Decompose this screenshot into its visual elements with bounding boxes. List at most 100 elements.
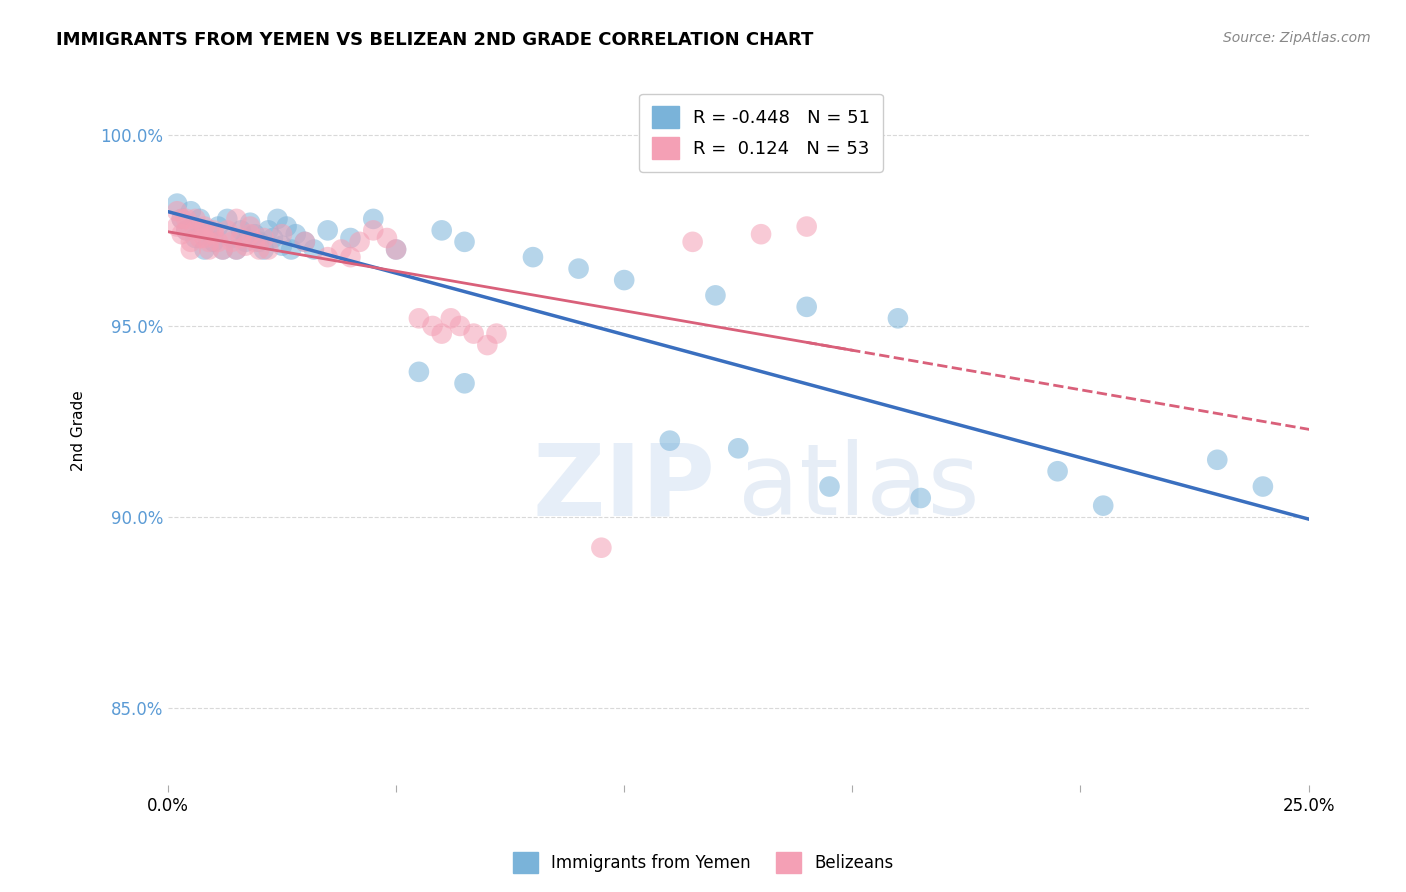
Point	[193, 231, 215, 245]
Point	[361, 211, 384, 226]
Point	[221, 235, 243, 249]
Point	[180, 235, 202, 249]
Point	[276, 219, 298, 234]
Point	[202, 227, 225, 242]
Point	[217, 223, 239, 237]
Point	[749, 227, 772, 242]
Point	[704, 288, 727, 302]
Point	[211, 243, 233, 257]
Point	[198, 243, 221, 257]
Point	[239, 227, 262, 242]
Point	[188, 231, 211, 245]
Legend: R = -0.448   N = 51, R =  0.124   N = 53: R = -0.448 N = 51, R = 0.124 N = 53	[640, 94, 883, 172]
Point	[202, 223, 225, 237]
Point	[184, 231, 207, 245]
Point	[166, 196, 188, 211]
Point	[477, 338, 499, 352]
Point	[375, 231, 398, 245]
Point	[166, 204, 188, 219]
Text: IMMIGRANTS FROM YEMEN VS BELIZEAN 2ND GRADE CORRELATION CHART: IMMIGRANTS FROM YEMEN VS BELIZEAN 2ND GR…	[56, 31, 814, 49]
Point	[217, 211, 239, 226]
Point	[188, 211, 211, 226]
Point	[682, 235, 704, 249]
Point	[453, 235, 475, 249]
Point	[591, 541, 613, 555]
Point	[266, 211, 288, 226]
Point	[198, 235, 221, 249]
Point	[613, 273, 636, 287]
Point	[385, 243, 408, 257]
Point	[170, 227, 193, 242]
Point	[198, 223, 221, 237]
Point	[349, 235, 371, 249]
Point	[257, 223, 280, 237]
Point	[339, 250, 361, 264]
Point	[280, 243, 302, 257]
Point	[211, 243, 233, 257]
Point	[887, 311, 910, 326]
Point	[253, 231, 276, 245]
Point	[243, 227, 266, 242]
Point	[1092, 499, 1115, 513]
Point	[184, 223, 207, 237]
Point	[235, 238, 257, 252]
Point	[235, 235, 257, 249]
Point	[193, 243, 215, 257]
Point	[294, 235, 316, 249]
Point	[225, 243, 247, 257]
Point	[316, 223, 339, 237]
Point	[247, 243, 270, 257]
Point	[1206, 452, 1229, 467]
Point	[408, 365, 430, 379]
Point	[225, 211, 247, 226]
Point	[818, 479, 841, 493]
Point	[440, 311, 463, 326]
Point	[449, 318, 471, 333]
Text: atlas: atlas	[738, 439, 980, 536]
Point	[180, 204, 202, 219]
Point	[257, 243, 280, 257]
Point	[207, 219, 229, 234]
Point	[463, 326, 485, 341]
Point	[568, 261, 591, 276]
Point	[229, 231, 252, 245]
Point	[796, 219, 818, 234]
Point	[339, 231, 361, 245]
Point	[243, 235, 266, 249]
Point	[247, 235, 270, 249]
Point	[253, 243, 276, 257]
Text: ZIP: ZIP	[533, 439, 716, 536]
Point	[485, 326, 508, 341]
Point	[262, 231, 284, 245]
Point	[170, 211, 193, 226]
Point	[910, 491, 932, 505]
Point	[294, 235, 316, 249]
Point	[180, 243, 202, 257]
Point	[302, 243, 325, 257]
Point	[174, 211, 197, 226]
Point	[174, 223, 197, 237]
Point	[430, 223, 453, 237]
Point	[658, 434, 681, 448]
Point	[170, 211, 193, 226]
Point	[166, 219, 188, 234]
Point	[408, 311, 430, 326]
Point	[229, 223, 252, 237]
Point	[207, 235, 229, 249]
Point	[361, 223, 384, 237]
Point	[522, 250, 544, 264]
Point	[330, 243, 353, 257]
Point	[422, 318, 444, 333]
Point	[271, 238, 294, 252]
Point	[271, 227, 294, 242]
Point	[385, 243, 408, 257]
Y-axis label: 2nd Grade: 2nd Grade	[72, 391, 86, 472]
Point	[796, 300, 818, 314]
Point	[1046, 464, 1069, 478]
Point	[284, 227, 307, 242]
Point	[188, 223, 211, 237]
Point	[184, 211, 207, 226]
Legend: Immigrants from Yemen, Belizeans: Immigrants from Yemen, Belizeans	[506, 846, 900, 880]
Point	[202, 235, 225, 249]
Point	[193, 219, 215, 234]
